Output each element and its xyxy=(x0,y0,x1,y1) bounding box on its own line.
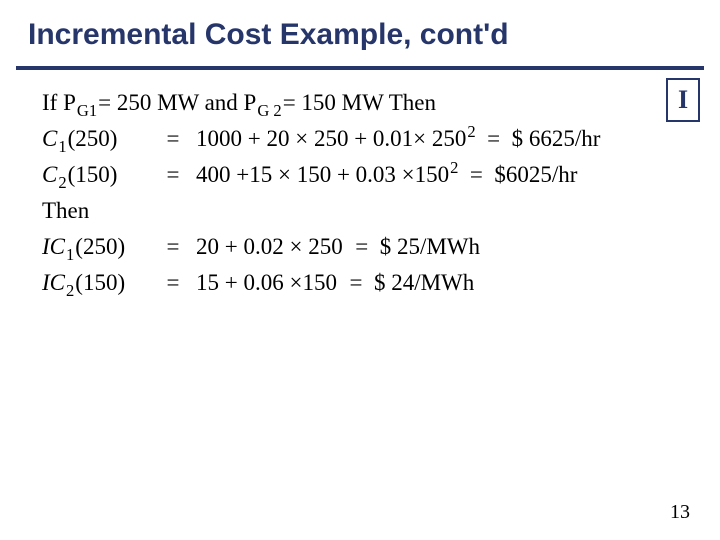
lhs-post: (250) xyxy=(75,234,125,259)
title-underline xyxy=(16,66,704,70)
equation-row: C2(150) = 400 +15 × 150 + 0.03 ×1502 = $… xyxy=(42,162,650,188)
lhs-pre: C xyxy=(42,126,57,151)
lhs-pre: C xyxy=(42,162,57,187)
lhs: IC1(250) xyxy=(42,234,150,260)
page-title: Incremental Cost Example, cont'd xyxy=(28,18,509,52)
lhs-sub: 1 xyxy=(57,137,67,156)
expression: 1000 + 20 × 250 + 0.01× 2502 xyxy=(196,126,476,152)
lhs-post: (150) xyxy=(75,270,125,295)
lhs-pre: IC xyxy=(42,270,65,295)
equation-row: IC2(150) = 15 + 0.06 ×150 = $ 24/MWh xyxy=(42,270,650,296)
expression: 20 + 0.02 × 250 xyxy=(196,234,344,260)
mid-sup xyxy=(343,230,344,249)
expression: 400 +15 × 150 + 0.03 ×1502 xyxy=(196,162,458,188)
mid-sup: 2 xyxy=(449,158,458,177)
result: $ 6625/hr xyxy=(512,126,601,152)
equals-2: = xyxy=(344,234,380,260)
equals: = xyxy=(150,126,196,152)
intro-eq1: = 250 MW and P xyxy=(98,90,256,116)
equals-2: = xyxy=(458,162,494,188)
intro-sub-g1: G1 xyxy=(76,101,98,121)
lhs-sub: 1 xyxy=(65,245,75,264)
lhs: IC2(150) xyxy=(42,270,150,296)
lhs: C1(250) xyxy=(42,126,150,152)
lhs-sub: 2 xyxy=(65,281,75,300)
lhs-post: (150) xyxy=(68,162,118,187)
lhs: C2(150) xyxy=(42,162,150,188)
mid-a: 15 + 0.06 ×150 xyxy=(196,270,337,295)
equation-row: IC1(250) = 20 + 0.02 × 250 = $ 25/MWh xyxy=(42,234,650,260)
illinois-logo-glyph: I xyxy=(678,85,688,115)
then-text: Then xyxy=(42,198,89,224)
lhs-sub: 2 xyxy=(57,173,67,192)
lhs-pre: IC xyxy=(42,234,65,259)
equals-2: = xyxy=(476,126,512,152)
result: $ 24/MWh xyxy=(374,270,474,296)
intro-if: If P xyxy=(42,90,76,116)
mid-a: 20 + 0.02 × 250 xyxy=(196,234,343,259)
illinois-logo: I xyxy=(666,78,700,122)
equation-row: C1(250) = 1000 + 20 × 250 + 0.01× 2502 =… xyxy=(42,126,650,152)
equals-2: = xyxy=(338,270,374,296)
equals: = xyxy=(150,270,196,296)
mid-sup xyxy=(337,266,338,285)
then-line: Then xyxy=(42,198,650,224)
equals: = xyxy=(150,234,196,260)
intro-sub-g2: G 2 xyxy=(256,101,282,121)
mid-sup: 2 xyxy=(466,122,475,141)
result: $ 25/MWh xyxy=(380,234,480,260)
intro-line: If P G1 = 250 MW and P G 2 = 150 MW Then xyxy=(42,90,650,116)
page-number: 13 xyxy=(670,501,690,524)
mid-a: 400 +15 × 150 + 0.03 ×150 xyxy=(196,162,449,187)
lhs-post: (250) xyxy=(68,126,118,151)
equations-block: If P G1 = 250 MW and P G 2 = 150 MW Then… xyxy=(42,90,650,306)
intro-eq2: = 150 MW Then xyxy=(283,90,436,116)
result: $6025/hr xyxy=(494,162,577,188)
slide: Incremental Cost Example, cont'd I If P … xyxy=(0,0,720,540)
equals: = xyxy=(150,162,196,188)
mid-a: 1000 + 20 × 250 + 0.01× 250 xyxy=(196,126,466,151)
expression: 15 + 0.06 ×150 xyxy=(196,270,338,296)
